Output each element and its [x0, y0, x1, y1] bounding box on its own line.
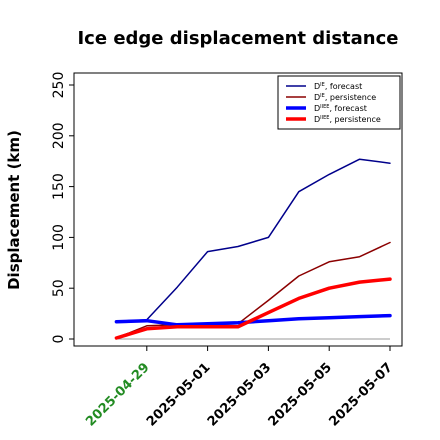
y-axis: 0 50 100 150 200 250: [51, 72, 74, 344]
y-tick-label: 100: [51, 224, 67, 251]
series-lines: [114, 158, 392, 340]
y-tick-label: 250: [51, 72, 67, 99]
chart-title: Ice edge displacement distance: [77, 28, 398, 49]
legend: DIE, forecast DIE, persistence DIIEE, fore…: [277, 75, 401, 130]
legend-entry: DIIEE, persistence: [314, 115, 381, 124]
series-line-2: [115, 241, 391, 339]
x-tick-label: 2025-04-29: [83, 360, 152, 429]
y-tick-label: 150: [51, 173, 67, 200]
legend-entry: DIIEE, forecast: [314, 104, 367, 113]
legend-entry: DIE, forecast: [314, 82, 362, 91]
x-axis: 2025-04-292025-05-012025-05-032025-05-05…: [83, 346, 396, 430]
y-axis-label: Displacement (km): [5, 130, 23, 290]
legend-entry: DIE, persistence: [314, 93, 376, 102]
y-tick-label: 200: [51, 122, 67, 149]
series-line-4: [114, 277, 392, 340]
legend-box: [277, 75, 401, 130]
x-tick-label: 2025-05-07: [326, 360, 395, 429]
y-tick-label: 0: [51, 335, 67, 344]
x-tick-label: 2025-05-03: [205, 360, 274, 429]
plot-frame: [73, 72, 403, 347]
y-tick-label: 50: [51, 279, 67, 297]
series-line-1: [115, 158, 391, 323]
x-tick-label: 2025-05-05: [266, 360, 335, 429]
x-tick-label: 2025-05-01: [144, 360, 213, 429]
series-line-3: [114, 313, 392, 327]
